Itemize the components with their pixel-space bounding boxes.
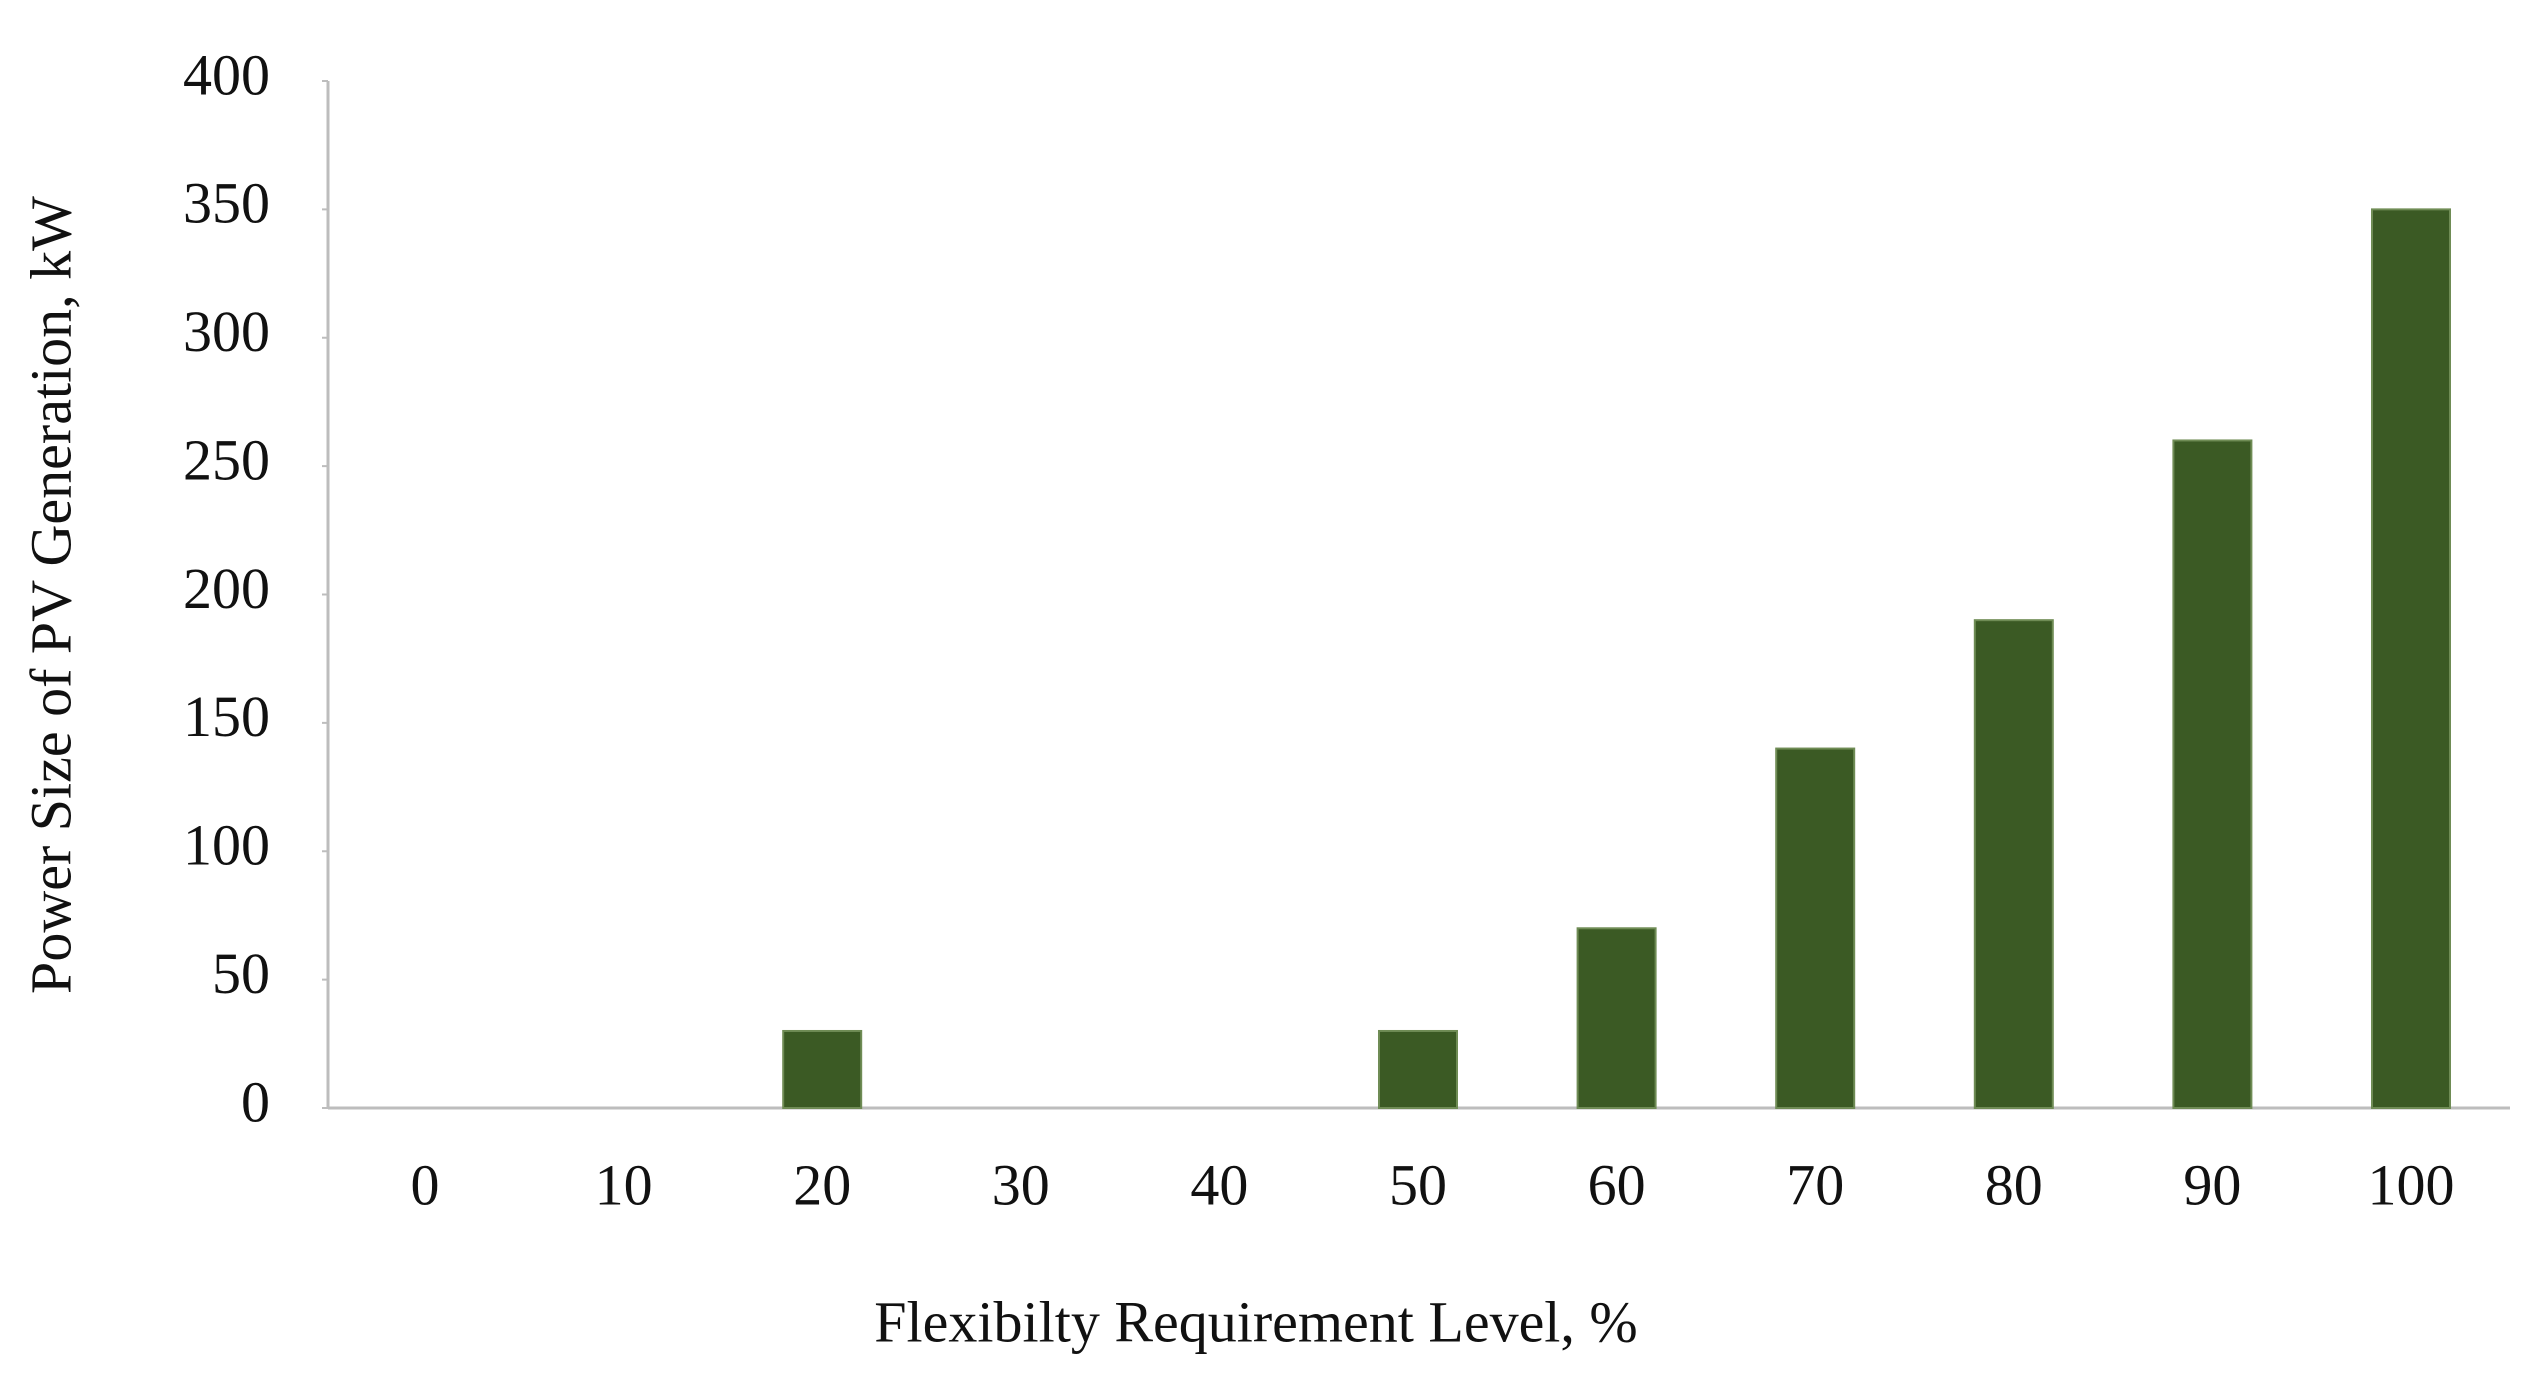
x-tick-label: 0 [411,1152,440,1217]
x-tick-label: 10 [595,1152,653,1217]
bar [2172,439,2253,1109]
bar [1576,927,1657,1110]
y-tick-label: 100 [183,813,270,878]
x-tick-label: 50 [1389,1152,1447,1217]
y-tick-label: 150 [183,684,270,749]
y-tick-label: 200 [183,556,270,621]
x-tick-label: 70 [1786,1152,1844,1217]
y-tick-label: 400 [183,42,270,107]
x-tick-label: 20 [793,1152,851,1217]
y-axis-title: Power Size of PV Generation, kW [18,196,83,994]
bar [1378,1029,1458,1109]
bar [1775,747,1856,1109]
x-tick-label: 30 [992,1152,1050,1217]
x-tick-label: 60 [1588,1152,1646,1217]
bar [2371,208,2451,1109]
x-tick-label: 80 [1985,1152,2043,1217]
bar [1973,619,2054,1109]
bar [782,1029,863,1109]
y-tick-label: 350 [183,171,270,236]
y-tick-label: 300 [183,299,270,364]
x-tick-label: 90 [2183,1152,2241,1217]
x-axis-title: Flexibilty Requirement Level, % [874,1289,1638,1354]
y-tick-label: 250 [183,427,270,492]
x-tick-label: 100 [2368,1152,2455,1217]
x-tick-label: 40 [1190,1152,1248,1217]
y-tick-label: 50 [212,941,270,1006]
y-tick-label: 0 [241,1069,270,1134]
